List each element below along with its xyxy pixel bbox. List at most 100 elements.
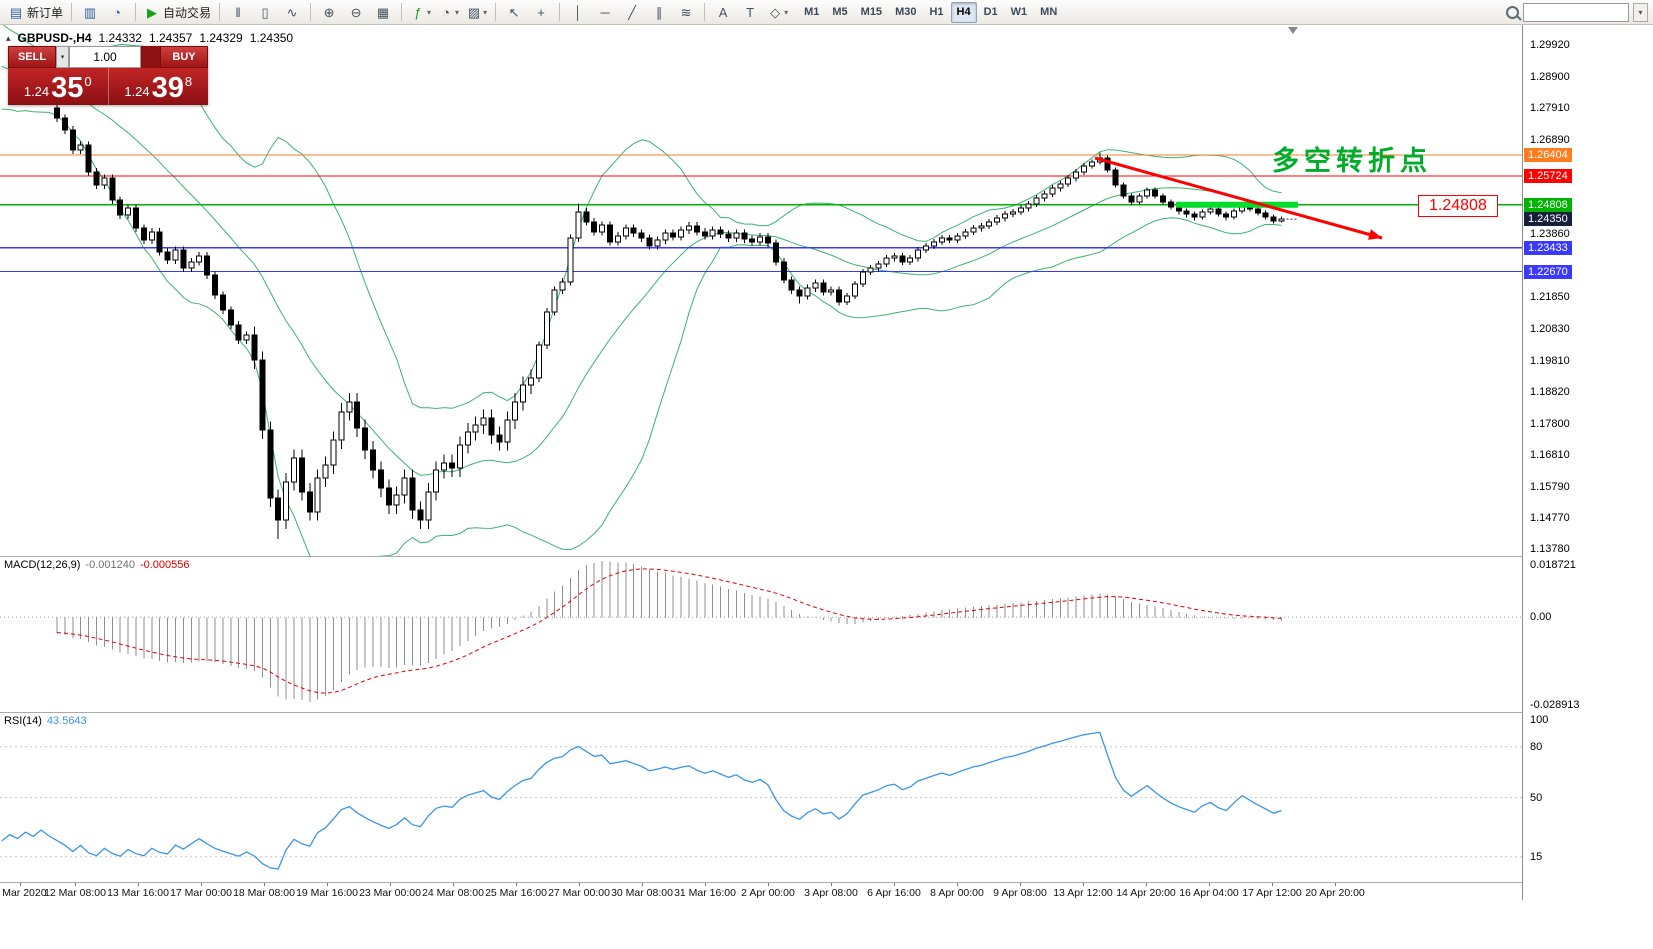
periods-icon: ◔ <box>442 4 450 20</box>
toolbar-crosshair-button[interactable]: + <box>528 1 554 24</box>
price-axis-tick: 1.14770 <box>1530 512 1570 525</box>
time-axis-label: 8 Apr 00:00 <box>930 887 984 899</box>
time-axis-tick <box>453 883 454 886</box>
shapes-icon: ◇ <box>770 4 781 20</box>
toolbar-equidistant-channel-button[interactable]: ∥ <box>646 1 672 24</box>
turning-point-text[interactable]: 多空转折点 <box>1272 146 1432 176</box>
timeframe-M30-button[interactable]: M30 <box>895 6 917 18</box>
panel-divider[interactable] <box>0 882 1653 883</box>
price-axis-tick: 1.17800 <box>1530 417 1570 430</box>
macd-signal-line <box>56 568 1282 694</box>
trade-controls-row: SELL ▾ BUY <box>8 46 208 68</box>
rsi-header: RSI(14) 43.5643 <box>4 715 87 727</box>
toolbar-zoom-out-button[interactable]: ⊖ <box>343 1 369 24</box>
toolbar-text-label-button[interactable]: T <box>737 1 763 24</box>
time-axis-label: 31 Mar 16:00 <box>674 887 736 899</box>
time-axis-tick <box>390 883 391 886</box>
toolbar-horizontal-line-button[interactable]: ─ <box>592 1 618 24</box>
chevron-down-icon: ▾ <box>455 7 460 17</box>
equidistant-channel-icon: ∥ <box>655 4 663 20</box>
sell-button[interactable]: SELL <box>8 46 56 68</box>
time-axis-label: 3 Apr 08:00 <box>804 887 858 899</box>
bid-price[interactable]: 1.24 35 0 <box>23 72 92 104</box>
toolbar-text-button[interactable]: A <box>710 1 736 24</box>
toolbar-auto-trading-button[interactable]: ▶ 自动交易 <box>141 1 214 24</box>
time-axis-tick <box>1335 883 1336 886</box>
main-chart-panel: ▴ GBPUSD-,H4 1.24332 1.24357 1.24329 1.2… <box>0 25 1522 556</box>
toolbar-separator <box>495 3 497 21</box>
timeframe-M5-button[interactable]: M5 <box>832 6 848 18</box>
price-callout[interactable]: 1.24808 <box>1418 195 1498 217</box>
price-axis-tick: 1.23860 <box>1530 228 1570 241</box>
toolbar-new-order-button[interactable]: ▤ 新订单 <box>9 4 64 20</box>
timeframe-M1-button[interactable]: M1 <box>804 6 820 18</box>
price-tag: 1.22670 <box>1524 264 1572 279</box>
timeframe-H4-button[interactable]: H4 <box>950 1 977 23</box>
price-tag: 1.26404 <box>1524 147 1572 162</box>
time-axis-tick <box>642 883 643 886</box>
panel-divider[interactable] <box>0 556 1653 557</box>
timeframe-W1-button[interactable]: W1 <box>1010 6 1028 18</box>
toolbar-shapes-button[interactable]: ◇ ▾ <box>764 1 791 24</box>
timeframe-group: M1 M5 M15 M30 H1 H4 D1 W1 MN <box>798 1 1063 23</box>
time-axis-label: 20 Apr 20:00 <box>1305 887 1365 899</box>
volume-input[interactable] <box>69 46 141 68</box>
fibonacci-icon: ≋ <box>680 4 692 20</box>
toolbar-separator <box>559 3 561 21</box>
timeframe-MN-button[interactable]: MN <box>1040 6 1058 18</box>
search-dropdown-button[interactable]: ▾ <box>1633 2 1648 22</box>
time-axis-tick <box>201 883 202 886</box>
price-axis[interactable]: 1.29920 1.28900 1.27910 1.26890 1.23860 1.218… <box>1522 25 1653 900</box>
chart-shift-marker[interactable] <box>1288 27 1298 34</box>
toolbar-tile-windows-button[interactable]: ▦ <box>370 1 396 24</box>
toolbar-zoom-in-button[interactable]: ⊕ <box>316 1 342 24</box>
timeframe-M15-button[interactable]: M15 <box>860 6 883 18</box>
macd-header: MACD(12,26,9) -0.001240 -0.000556 <box>4 559 190 571</box>
rsi-canvas[interactable] <box>0 713 1522 882</box>
trend-arrow[interactable] <box>1094 156 1383 243</box>
timeframe-H1-button[interactable]: H1 <box>929 6 944 18</box>
price-axis-tick: 1.16810 <box>1530 448 1570 461</box>
toolbar-profiles-button[interactable]: ◔ <box>104 1 130 24</box>
price-axis-tick: 1.15790 <box>1530 480 1570 493</box>
chevron-down-icon: ▾ <box>784 7 789 17</box>
text-label-icon: T <box>746 4 755 20</box>
one-click-trade-panel: SELL ▾ BUY 1.24 35 0 1.24 39 8 <box>8 46 208 105</box>
toolbar-separator <box>71 3 73 21</box>
text-icon: A <box>718 4 728 20</box>
candlestick-chart-icon: ▯ <box>261 4 269 20</box>
timeframe-D1-button[interactable]: D1 <box>983 6 998 18</box>
rsi-label: RSI(14) <box>4 715 42 727</box>
toolbar-cursor-button[interactable]: ↖ <box>501 1 527 24</box>
toolbar-templates-button[interactable]: ▨ ▾ <box>463 1 490 24</box>
one-click-panel-toggle-icon[interactable]: ▴ <box>6 32 11 43</box>
search-input[interactable] <box>1523 2 1629 22</box>
main-chart-canvas[interactable] <box>0 25 1522 556</box>
symbol-period-label: GBPUSD-,H4 <box>17 31 92 45</box>
rsi-axis-label: 80 <box>1530 740 1543 753</box>
toolbar-bar-chart-button[interactable]: ‖ <box>225 1 251 24</box>
macd-canvas[interactable] <box>0 557 1522 712</box>
search-icon <box>1506 5 1519 19</box>
toolbar-trendline-button[interactable]: ╱ <box>619 1 645 24</box>
zoom-out-icon: ⊖ <box>350 4 362 20</box>
toolbar-vertical-line-button[interactable]: │ <box>565 1 591 24</box>
price-axis-tick: 1.27910 <box>1530 101 1570 114</box>
ask-price[interactable]: 1.24 39 8 <box>107 68 209 105</box>
zoom-in-icon: ⊕ <box>323 4 335 20</box>
buy-button[interactable]: BUY <box>160 46 208 68</box>
toolbar-charts-button[interactable]: ▥ <box>77 1 103 24</box>
candlesticks[interactable] <box>54 104 1285 539</box>
toolbar-periods-button[interactable]: ◔ ▾ <box>435 1 462 24</box>
toolbar-indicators-button[interactable]: ƒ ▾ <box>407 1 434 24</box>
volume-dropdown[interactable]: ▾ <box>56 46 69 68</box>
toolbar-separator <box>401 3 403 21</box>
panel-divider[interactable] <box>0 712 1653 713</box>
toolbar-line-chart-button[interactable]: ∿ <box>279 1 305 24</box>
macd-panel: MACD(12,26,9) -0.001240 -0.000556 <box>0 557 1522 712</box>
toolbar-candlestick-chart-button[interactable]: ▯ <box>252 1 278 24</box>
time-axis-tick <box>1020 883 1021 886</box>
time-axis-label: 24 Mar 08:00 <box>422 887 484 899</box>
toolbar-fibonacci-button[interactable]: ≋ <box>673 1 699 24</box>
